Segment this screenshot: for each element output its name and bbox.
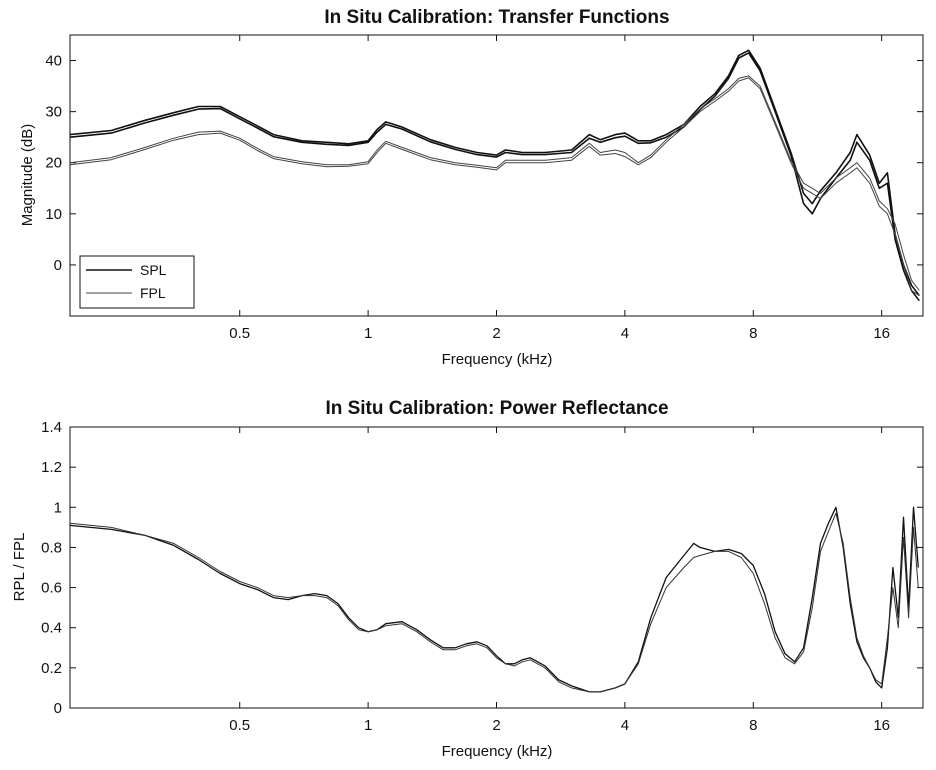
y-tick-label: 30 — [45, 104, 62, 121]
y-tick-label: 0.6 — [41, 580, 62, 597]
series-line-fpl-3 — [69, 77, 920, 297]
series-line-spl-1 — [69, 52, 920, 302]
x-tick-label: 8 — [749, 717, 757, 734]
x-axis-label: Frequency (kHz) — [442, 351, 553, 368]
y-axis-label: Magnitude (dB) — [19, 124, 36, 227]
y-tick-label: 0.2 — [41, 660, 62, 677]
y-tick-label: 1 — [54, 499, 62, 516]
chart-title: In Situ Calibration: Transfer Functions — [324, 7, 669, 28]
y-tick-label: 20 — [45, 155, 62, 172]
x-tick-label: 4 — [621, 325, 629, 342]
tick-group: 0.5 1 2 4 8 16 0 0.2 0.4 0.6 0.8 1 1.2 1.4 — [41, 419, 923, 734]
y-tick-label: 0.8 — [41, 539, 62, 556]
series-line-fpl-2 — [69, 75, 920, 291]
series-group — [69, 49, 920, 302]
transfer-functions-chart: In Situ Calibration: Transfer Functions … — [19, 7, 924, 368]
series-line-trace-0 — [69, 506, 919, 693]
plot-area — [69, 34, 924, 317]
y-tick-label: 10 — [45, 206, 62, 223]
chart-title: In Situ Calibration: Power Reflectance — [325, 398, 668, 419]
legend-box — [79, 255, 195, 309]
x-tick-label: 0.5 — [229, 325, 250, 342]
x-tick-label: 4 — [621, 717, 629, 734]
x-tick-label: 1 — [364, 325, 372, 342]
y-tick-label: 0.4 — [41, 620, 62, 637]
y-tick-label: 1.2 — [41, 459, 62, 476]
y-tick-label: 40 — [45, 53, 62, 70]
series-line-trace-1 — [69, 512, 919, 693]
x-tick-label: 0.5 — [229, 717, 250, 734]
y-axis-label: RPL / FPL — [11, 533, 28, 602]
x-tick-label: 2 — [492, 325, 500, 342]
x-tick-label: 1 — [364, 717, 372, 734]
y-tick-label: 1.4 — [41, 419, 62, 436]
x-tick-label: 8 — [749, 325, 757, 342]
legend: SPL FPL — [79, 255, 195, 309]
x-tick-label: 16 — [873, 325, 890, 342]
series-group — [69, 506, 919, 693]
x-tick-label: 16 — [873, 717, 890, 734]
plot-area — [69, 426, 924, 709]
power-reflectance-chart: In Situ Calibration: Power Reflectance 0… — [11, 398, 924, 760]
series-line-spl-0 — [69, 49, 920, 297]
y-tick-label: 0 — [54, 257, 62, 274]
x-tick-label: 2 — [492, 717, 500, 734]
legend-label-spl: SPL — [140, 262, 167, 278]
y-tick-label: 0 — [54, 700, 62, 717]
x-axis-label: Frequency (kHz) — [442, 743, 553, 760]
legend-label-fpl: FPL — [140, 285, 166, 301]
